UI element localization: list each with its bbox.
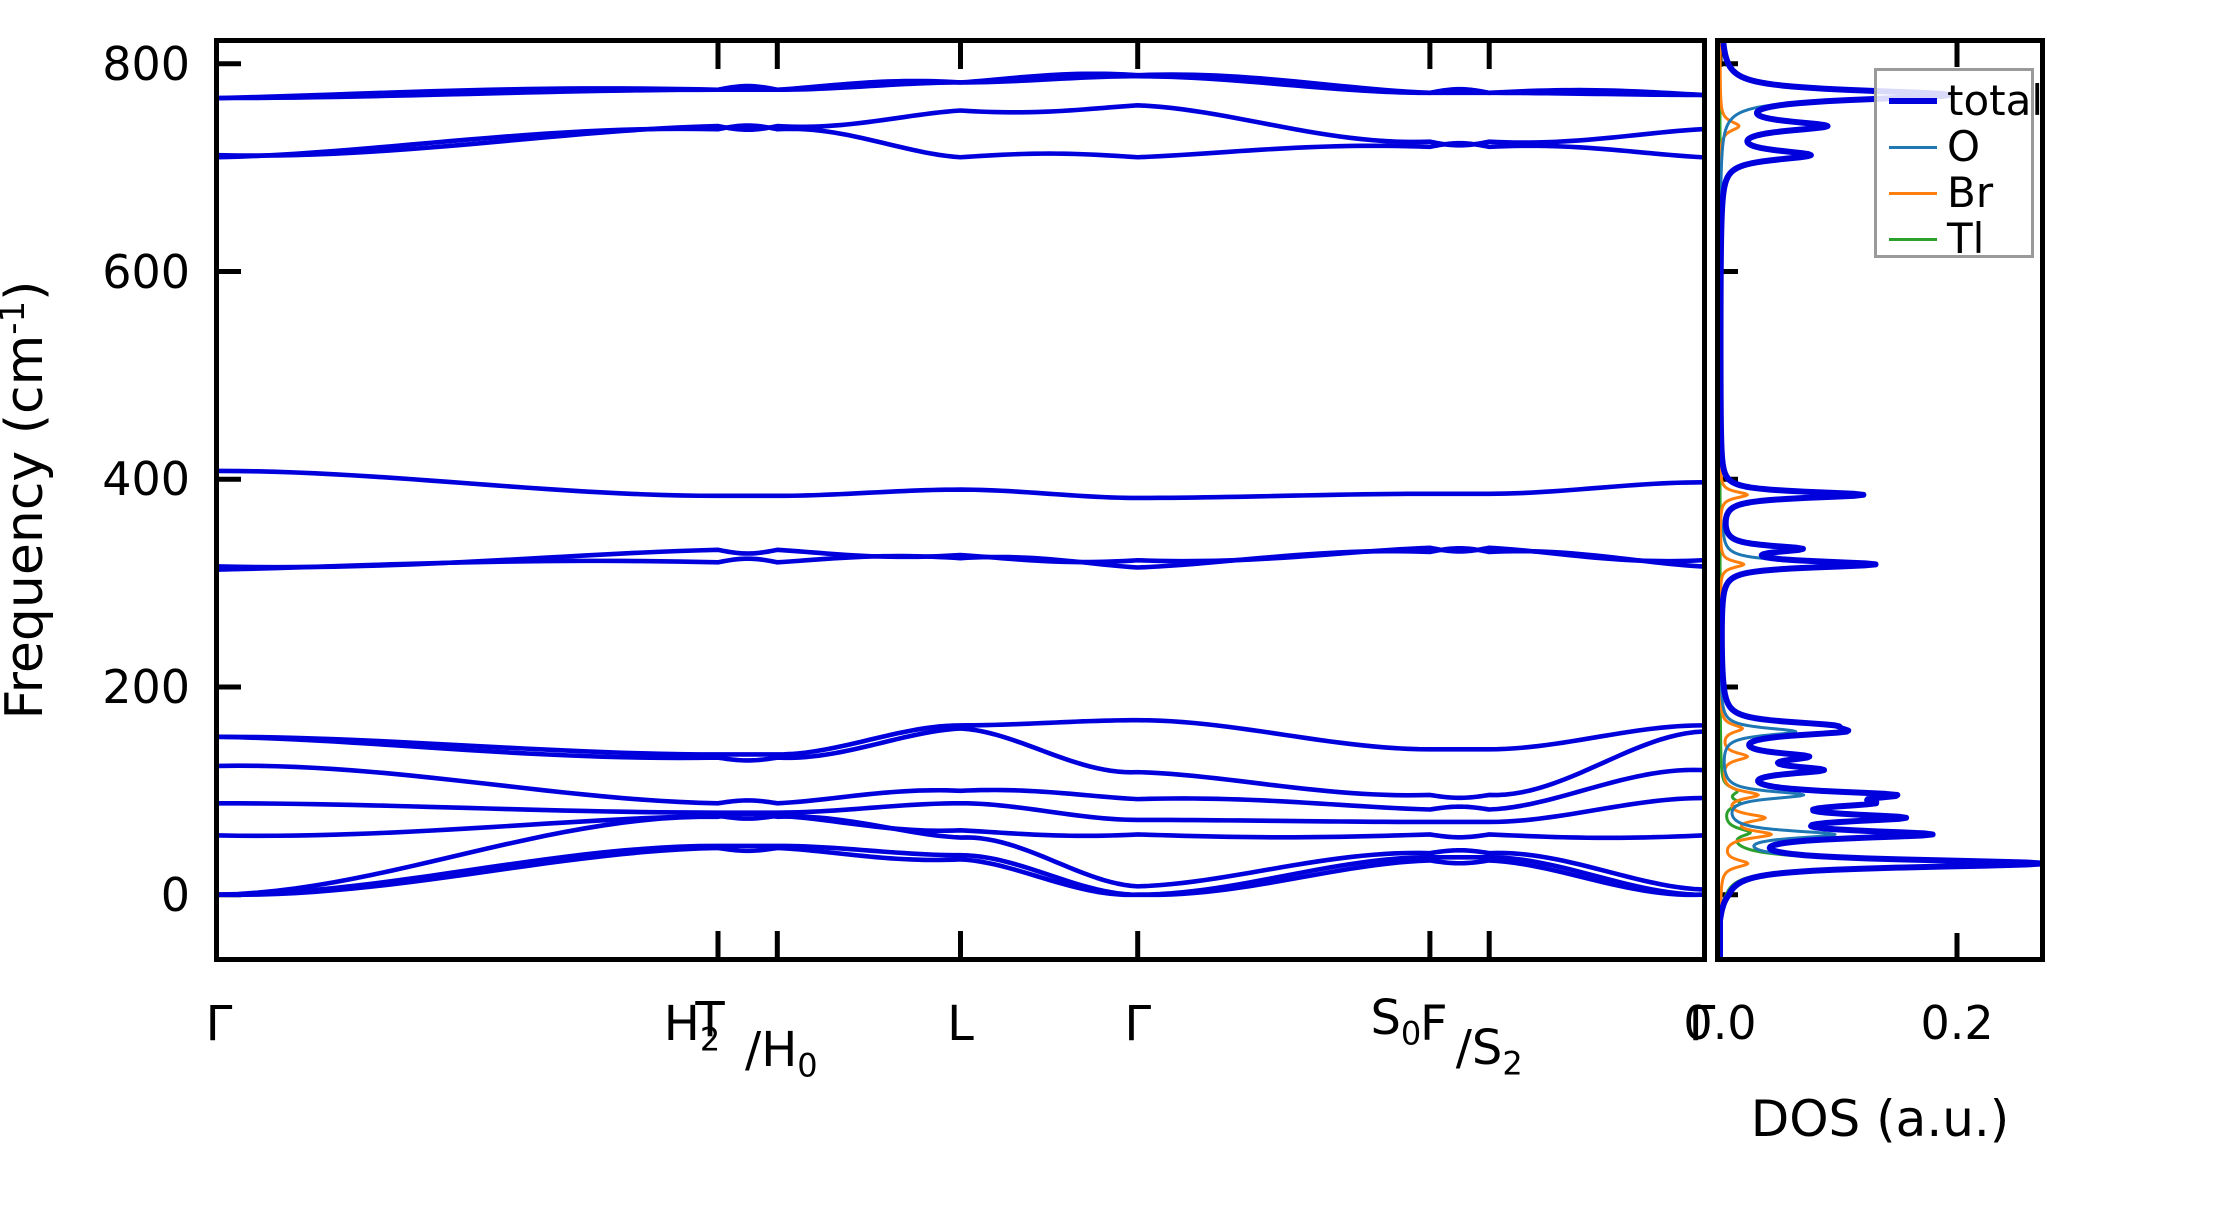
kpath-label: Γ (1688, 996, 1716, 1052)
legend-label: total (1947, 76, 2044, 125)
phonon-branch (219, 103, 1702, 158)
kpath-label: Γ (205, 996, 233, 1052)
phonon-branch (219, 73, 1702, 101)
legend-entry: Br (1877, 171, 2031, 215)
phonon-branch (219, 545, 1702, 570)
legend-entry: total (1877, 79, 2043, 123)
legend-line-swatch (1889, 98, 1937, 104)
kpath-label: Γ (1124, 996, 1152, 1052)
phonon-branch (219, 843, 1702, 897)
legend-entry: Tl (1877, 217, 2031, 261)
dos-axis-title: DOS (a.u.) (1750, 1090, 2010, 1148)
y-tick-label: 800 (102, 36, 190, 91)
kpath-label: /S2 (1455, 1020, 1523, 1083)
y-tick-label: 400 (102, 452, 190, 507)
phonon-branch (219, 813, 1702, 841)
phonon-branch (219, 726, 1702, 801)
kpath-label: T (695, 992, 725, 1048)
y-tick-label: 200 (102, 659, 190, 714)
band-structure-plot (219, 43, 1702, 957)
phonon-branch (219, 717, 1702, 757)
dos-tick-label: 0.2 (1920, 996, 1994, 1050)
y-tick-label: 600 (102, 244, 190, 299)
dos-tick-label: 0.0 (1683, 996, 1757, 1050)
kpath-label: H2 (663, 996, 721, 1059)
phonon-branch (219, 123, 1702, 160)
legend-label: O (1947, 122, 1981, 171)
phonon-branch (219, 71, 1702, 101)
phonon-branch (219, 468, 1702, 501)
kpath-label: F (1420, 996, 1448, 1052)
kpath-label: S0 (1370, 990, 1422, 1053)
kpath-label: L (947, 996, 974, 1052)
dos-curve-total (1720, 43, 2040, 957)
legend-line-swatch (1889, 191, 1937, 195)
phonon-branch (219, 763, 1702, 812)
legend-label: Br (1947, 168, 1994, 217)
kpath-label: /H0 (745, 1022, 818, 1085)
legend-entry: O (1877, 125, 2031, 169)
y-axis-labels: 0 200 400 600 800 (0, 0, 214, 1000)
y-tick-label: 0 (160, 867, 190, 922)
dos-plot (1720, 43, 2040, 957)
legend-line-swatch (1889, 237, 1937, 241)
y-axis-title: Frequency (cm-1) (0, 281, 55, 720)
legend-line-swatch (1889, 145, 1937, 149)
phonon-branch (219, 795, 1702, 825)
legend-label: Tl (1947, 214, 1985, 263)
dos-legend: total O Br Tl (1874, 68, 2043, 261)
phonon-branch (219, 845, 1702, 898)
y-axis-title-text: Frequency (cm (0, 334, 56, 720)
band-structure-panel (214, 38, 1707, 962)
y-axis-title-exponent: -1 (0, 300, 33, 335)
y-axis-title-suffix: ) (0, 280, 56, 301)
